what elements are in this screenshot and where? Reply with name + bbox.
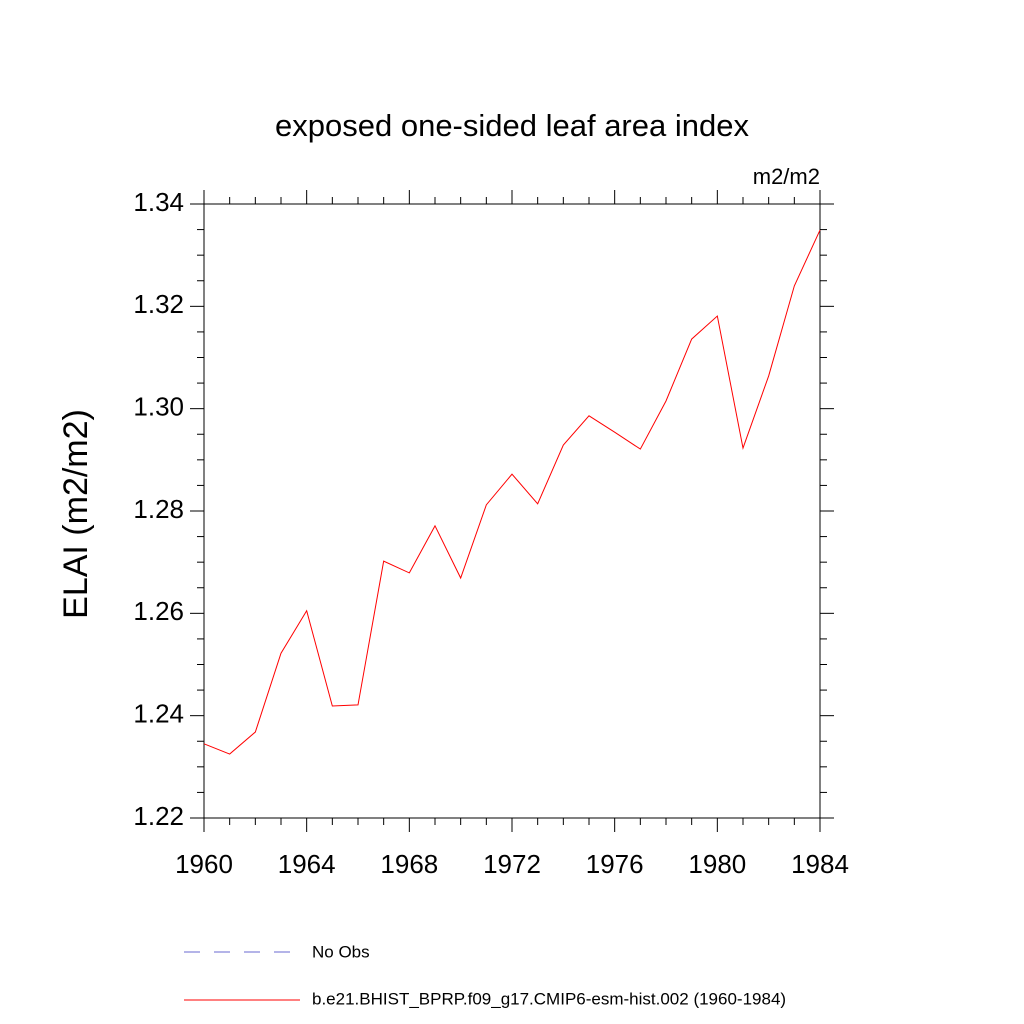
y-tick-label: 1.30 [133, 392, 184, 422]
y-tick-label: 1.28 [133, 494, 184, 524]
plot-frame [203, 203, 821, 819]
series-line [203, 229, 821, 755]
y-axis-label: ELAI (m2/m2) [57, 409, 95, 619]
units-label: m2/m2 [753, 164, 820, 189]
y-tick-label: 1.22 [133, 801, 184, 831]
x-tick-label: 1972 [483, 849, 541, 879]
y-tick-label: 1.32 [133, 289, 184, 319]
x-tick-label: 1964 [278, 849, 336, 879]
x-tick-label: 1960 [175, 849, 233, 879]
legend-label: b.e21.BHIST_BPRP.f09_g17.CMIP6-esm-hist.… [312, 989, 786, 1008]
y-tick-label: 1.26 [133, 596, 184, 626]
x-tick-label: 1968 [380, 849, 438, 879]
chart-title: exposed one-sided leaf area index [275, 108, 749, 143]
y-tick-label: 1.34 [133, 187, 184, 217]
legend-label: No Obs [312, 942, 370, 961]
y-tick-label: 1.24 [133, 699, 184, 729]
x-tick-label: 1984 [791, 849, 849, 879]
x-tick-label: 1980 [688, 849, 746, 879]
x-tick-label: 1976 [586, 849, 644, 879]
